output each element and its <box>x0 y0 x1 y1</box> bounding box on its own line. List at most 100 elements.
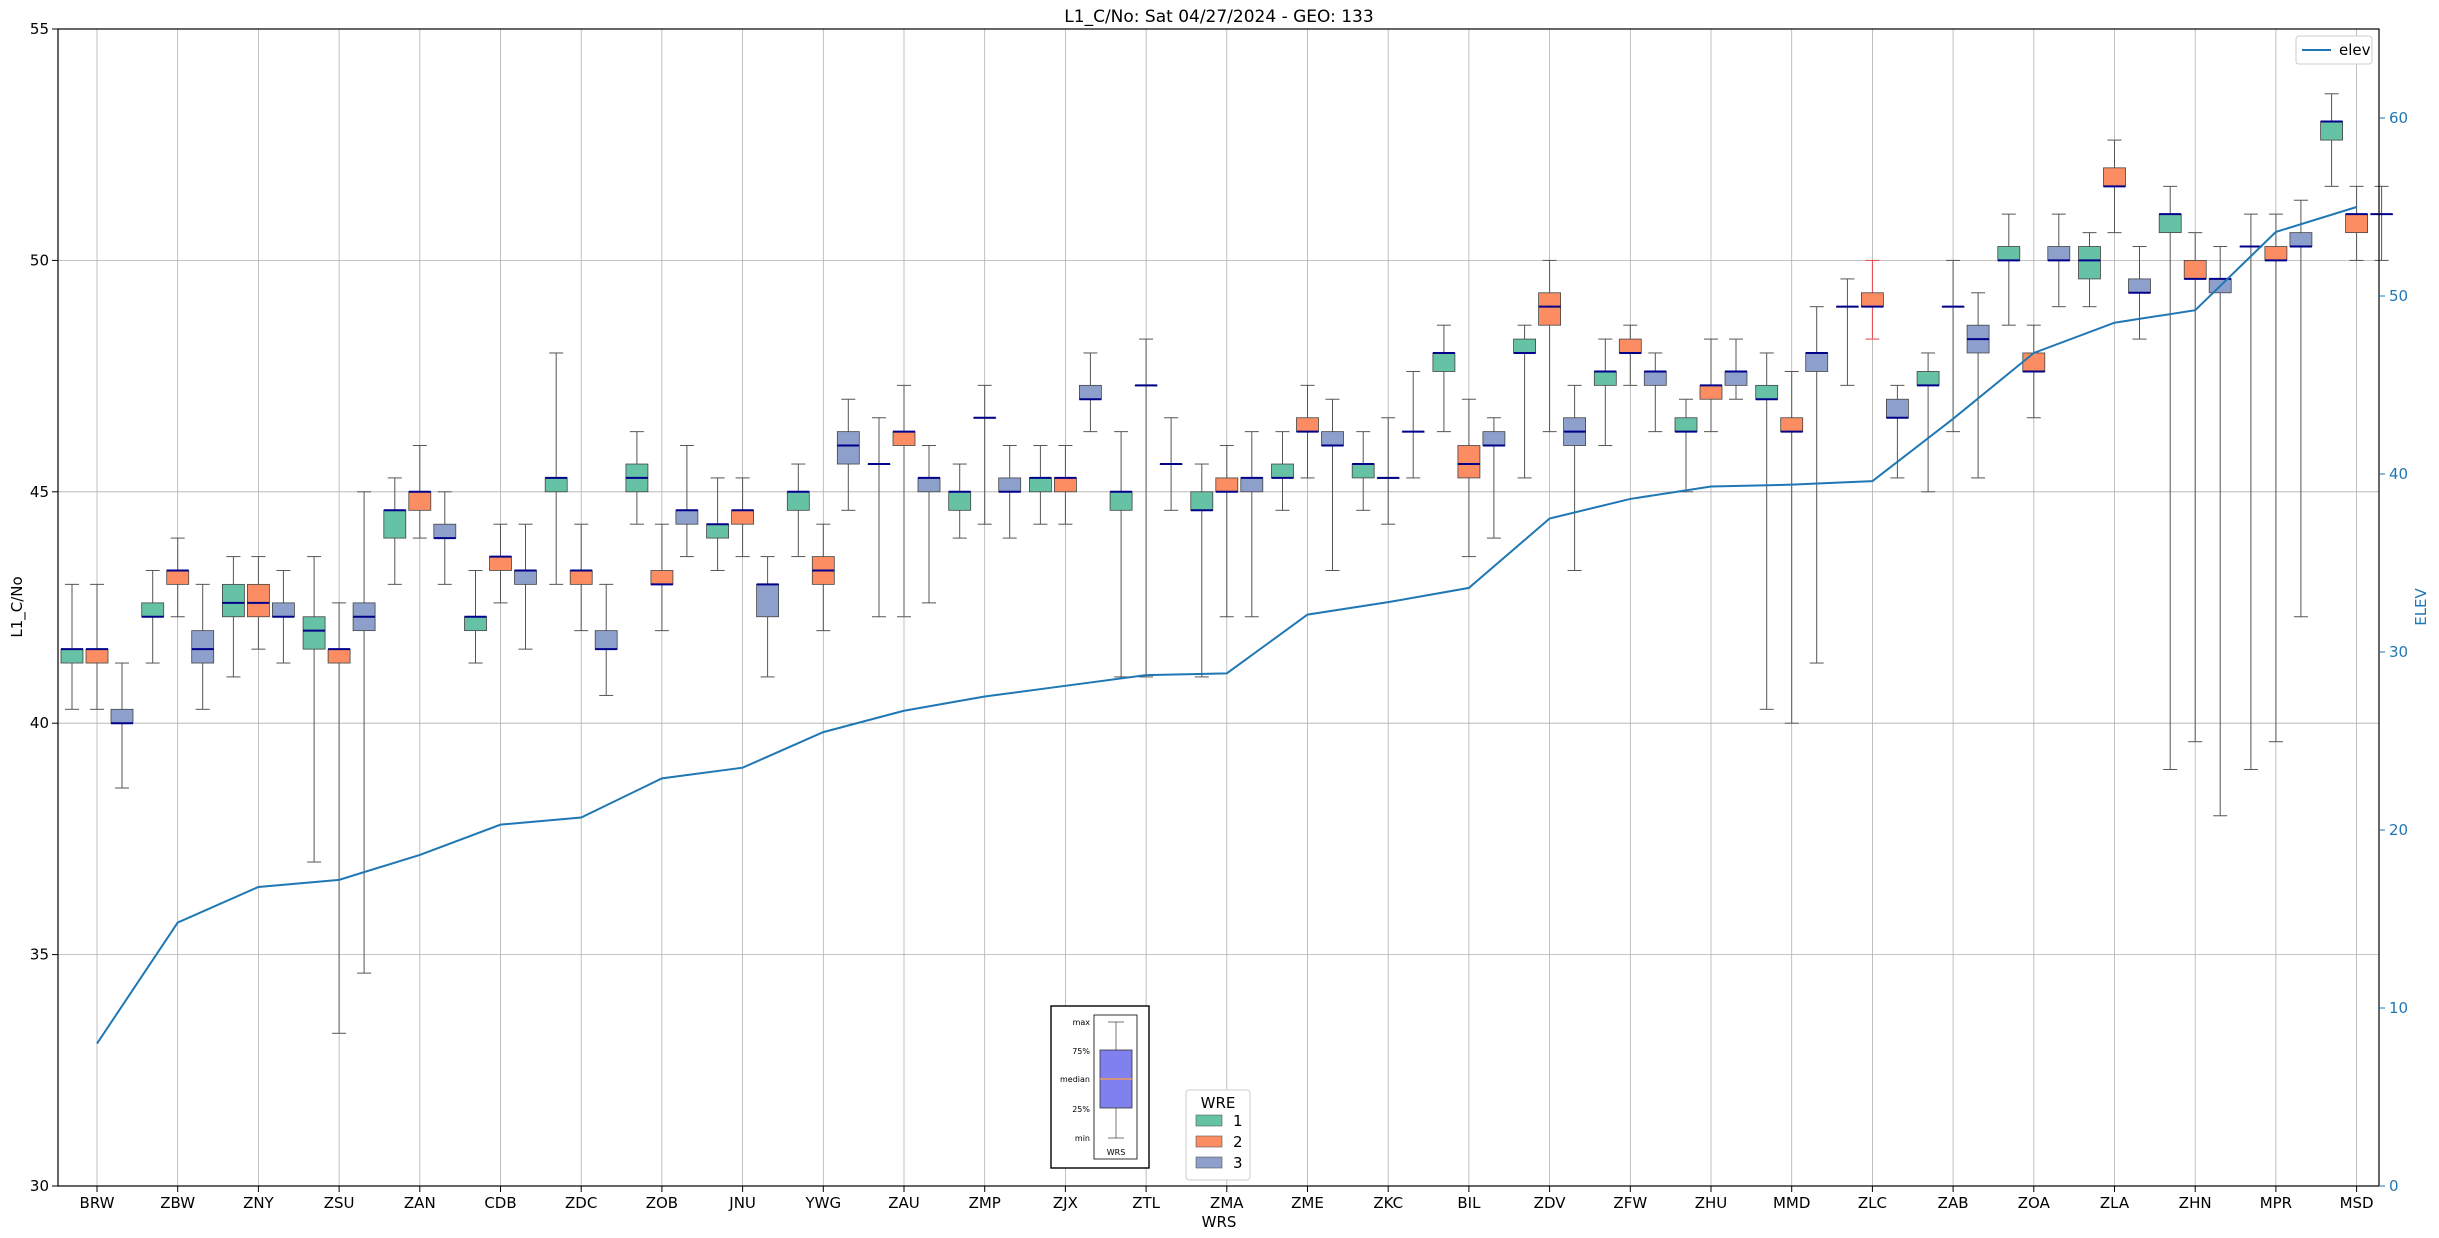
legend-wre-title: WRE <box>1201 1094 1236 1112</box>
x-tick-label: BIL <box>1457 1194 1481 1212</box>
box-wre-1 <box>1916 371 1940 386</box>
y2-tick-label: 30 <box>2389 643 2408 661</box>
x-tick-label: ZME <box>1291 1194 1324 1212</box>
legend-wre-swatch-1 <box>1195 1114 1223 1127</box>
box-wre-1 <box>706 523 729 539</box>
y2-tick-label: 0 <box>2389 1177 2399 1195</box>
box-wre-2 <box>2183 259 2207 280</box>
y-axis-left: 30 35 40 45 50 55 <box>30 20 58 1195</box>
y2-tick-label: 40 <box>2389 465 2408 483</box>
y-axis-label: L1_C/No <box>8 576 27 637</box>
box-wre-3 <box>836 431 860 465</box>
legend-wre-label-3: 3 <box>1233 1154 1243 1172</box>
box-wre-2 <box>166 570 190 585</box>
box-wre-2 <box>1699 384 1723 400</box>
box-wre-1 <box>2320 121 2344 141</box>
x-tick-label: ZAB <box>1938 1194 1969 1212</box>
box-wre-2 <box>1538 292 1561 326</box>
box-key-inset: max 75% median 25% min WRS <box>1050 1005 1150 1169</box>
box-wre-3 <box>1321 431 1344 446</box>
box-wre-2 <box>1296 417 1319 433</box>
box-wre-3 <box>1240 477 1264 493</box>
key-inset-plot <box>1093 1014 1138 1160</box>
box-wre-1 <box>786 491 810 511</box>
box-wre-2 <box>2345 213 2369 234</box>
x-tick-label: MMD <box>1773 1194 1810 1212</box>
legend-elev-frame <box>2295 35 2373 65</box>
box-wre-1 <box>141 602 165 618</box>
x-tick-label: ZSU <box>324 1194 355 1212</box>
x-tick-label: BRW <box>80 1194 115 1212</box>
x-tick-label: ZMP <box>969 1194 1001 1212</box>
box-wre-3 <box>2128 278 2151 294</box>
x-tick-label: ZAN <box>404 1194 436 1212</box>
elev-line <box>96 206 2357 1045</box>
box-wre-3 <box>514 570 537 585</box>
box-wre-1 <box>544 477 568 493</box>
legend-elev: elev <box>2295 35 2373 65</box>
box-wre-2 <box>2022 352 2046 372</box>
y-tick-label: 35 <box>30 946 49 964</box>
legend-elev-label: elev <box>2339 41 2371 59</box>
y-tick-label: 30 <box>30 1177 49 1195</box>
box-wre-1 <box>1271 463 1294 479</box>
legend-wre-label-2: 2 <box>1233 1133 1243 1151</box>
y2-tick-label: 60 <box>2389 109 2408 127</box>
y2-tick-label: 20 <box>2389 821 2408 839</box>
box-wre-3 <box>917 477 941 493</box>
box-wre-1 <box>302 616 326 650</box>
x-tick-label: ZBW <box>160 1194 195 1212</box>
x-tick-label: MPR <box>2260 1194 2292 1212</box>
key-label-median: median <box>1060 1075 1090 1084</box>
x-tick-label: ZFW <box>1613 1194 1647 1212</box>
x-tick-label: YWG <box>804 1194 841 1212</box>
box-wre-1 <box>1351 463 1375 479</box>
x-tick-label: ZJX <box>1053 1194 1078 1212</box>
box-wre-1 <box>1755 384 1779 400</box>
x-tick-label: JNU <box>728 1194 756 1212</box>
box-wre-1 <box>1109 491 1133 511</box>
box-wre-2 <box>569 570 593 585</box>
box-wre-2 <box>1618 338 1642 354</box>
box-wre-3 <box>191 630 215 664</box>
box-wre-2 <box>246 583 270 618</box>
x-tick-label: ZDV <box>1534 1194 1567 1212</box>
key-label-max: max <box>1073 1018 1091 1027</box>
box-wre-2 <box>650 570 674 585</box>
y-tick-label: 50 <box>30 251 49 269</box>
y-tick-label: 40 <box>30 714 49 732</box>
box-wre-2 <box>1215 477 1239 493</box>
key-label-min: min <box>1075 1134 1090 1143</box>
box-wre-3 <box>1482 431 1506 446</box>
box-wre-1 <box>1190 491 1214 511</box>
box-wre-3 <box>2047 246 2071 261</box>
x-tick-label: ZHU <box>1695 1194 1728 1212</box>
box-wre-1 <box>464 616 487 632</box>
chart-title: L1_C/No: Sat 04/27/2024 - GEO: 133 <box>1064 7 1373 27</box>
x-tick-label: ZMA <box>1210 1194 1244 1212</box>
box-wre-3 <box>1643 371 1667 386</box>
x-tick-label: ZOA <box>2018 1194 2051 1212</box>
box-wre-3 <box>271 602 295 618</box>
box-wre-1 <box>1997 246 2021 261</box>
legend-wre-swatch-3 <box>1195 1156 1223 1169</box>
box-wre-2 <box>2264 246 2288 261</box>
box-wre-1 <box>1513 338 1536 354</box>
x-axis-label: WRS <box>1202 1213 1237 1231</box>
legend-wre-swatch-2 <box>1195 1135 1223 1148</box>
box-wre-2 <box>1780 417 1804 433</box>
box-wre-1 <box>60 648 84 664</box>
box-wre-1 <box>383 509 407 539</box>
box-wre-2 <box>892 431 916 446</box>
box-wre-2 <box>731 509 754 525</box>
box-wre-1 <box>948 491 972 511</box>
box-wre-2 <box>327 648 351 664</box>
box-wre-2 <box>85 648 109 664</box>
x-tick-label: ZLC <box>1858 1194 1887 1212</box>
y2-axis-label: ELEV <box>2412 587 2430 625</box>
box-wre-1 <box>1593 371 1617 386</box>
x-axis: BRW ZBW ZNY ZSU ZAN CDB ZDC ZOB JNU YWG ZAU ZMP ZJX Z… <box>80 1186 2374 1212</box>
x-tick-label: ZOB <box>646 1194 678 1212</box>
box-wre-3 <box>1805 352 1829 372</box>
